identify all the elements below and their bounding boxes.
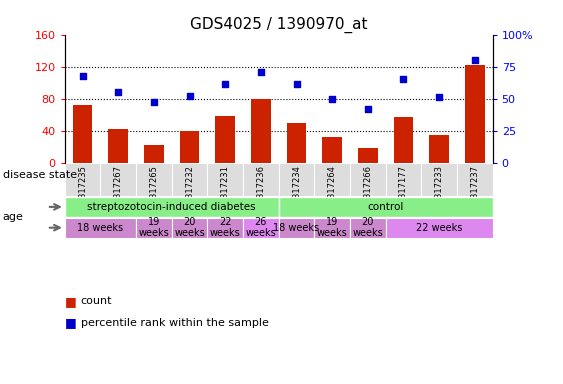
Bar — [465, 65, 485, 162]
Text: ■: ■ — [65, 295, 77, 308]
Bar — [207, 162, 243, 197]
Point — [221, 81, 230, 88]
Bar — [287, 122, 306, 162]
Bar — [172, 218, 207, 238]
Bar — [386, 162, 421, 197]
Text: GSM317267: GSM317267 — [114, 165, 123, 216]
Text: 26
weeks: 26 weeks — [245, 217, 276, 238]
Text: control: control — [368, 202, 404, 212]
Point — [292, 81, 301, 88]
Point — [149, 99, 158, 106]
Bar — [216, 116, 235, 162]
Point — [363, 106, 372, 112]
Bar — [136, 218, 172, 238]
Bar — [172, 162, 207, 197]
Text: streptozotocin-induced diabetes: streptozotocin-induced diabetes — [87, 202, 256, 212]
Point — [114, 89, 123, 95]
Bar — [457, 162, 493, 197]
Bar — [65, 162, 100, 197]
Point — [185, 93, 194, 99]
Point — [435, 94, 444, 100]
Point — [78, 73, 87, 79]
Bar — [100, 162, 136, 197]
Bar — [350, 162, 386, 197]
Bar — [323, 137, 342, 162]
Bar — [243, 162, 279, 197]
Point — [399, 76, 408, 83]
Text: count: count — [81, 296, 112, 306]
Bar — [314, 162, 350, 197]
Bar — [136, 162, 172, 197]
Text: 18 weeks: 18 weeks — [274, 223, 320, 233]
Bar — [394, 117, 413, 162]
Text: 22 weeks: 22 weeks — [416, 223, 462, 233]
Bar — [430, 134, 449, 162]
Bar — [358, 148, 378, 162]
Text: 20
weeks: 20 weeks — [352, 217, 383, 238]
Bar — [73, 105, 92, 162]
Text: GSM317235: GSM317235 — [78, 165, 87, 216]
Text: 18 weeks: 18 weeks — [77, 223, 123, 233]
Bar — [65, 218, 136, 238]
Title: GDS4025 / 1390970_at: GDS4025 / 1390970_at — [190, 17, 368, 33]
Text: 20
weeks: 20 weeks — [174, 217, 205, 238]
Bar — [421, 162, 457, 197]
Bar — [144, 145, 164, 162]
Text: GSM317237: GSM317237 — [470, 165, 479, 216]
Point — [256, 69, 265, 75]
Text: GSM317232: GSM317232 — [185, 165, 194, 216]
Text: GSM317231: GSM317231 — [221, 165, 230, 216]
Text: 19
weeks: 19 weeks — [317, 217, 347, 238]
Bar — [314, 218, 350, 238]
Text: GSM317264: GSM317264 — [328, 165, 337, 216]
Text: age: age — [3, 212, 24, 222]
Bar — [109, 129, 128, 162]
Text: GSM317266: GSM317266 — [363, 165, 372, 216]
Text: GSM317233: GSM317233 — [435, 165, 444, 216]
Point — [328, 96, 337, 102]
Text: GSM317234: GSM317234 — [292, 165, 301, 216]
Text: GSM317236: GSM317236 — [256, 165, 265, 216]
Bar — [279, 197, 493, 217]
Bar — [180, 131, 199, 162]
Bar — [279, 218, 314, 238]
Text: percentile rank within the sample: percentile rank within the sample — [81, 318, 269, 328]
Point — [470, 57, 479, 63]
Bar — [65, 197, 279, 217]
Bar — [350, 218, 386, 238]
Text: ■: ■ — [65, 316, 77, 329]
Text: GSM317177: GSM317177 — [399, 165, 408, 216]
Bar — [251, 99, 271, 162]
Bar — [279, 162, 314, 197]
Bar — [207, 218, 243, 238]
Text: 22
weeks: 22 weeks — [210, 217, 240, 238]
Text: 19
weeks: 19 weeks — [138, 217, 169, 238]
Bar — [243, 218, 279, 238]
Bar — [386, 218, 493, 238]
Text: disease state: disease state — [3, 170, 77, 180]
Text: GSM317265: GSM317265 — [149, 165, 158, 216]
